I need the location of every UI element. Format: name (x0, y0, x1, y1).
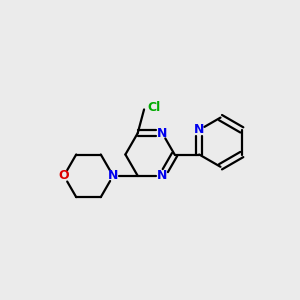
Text: N: N (157, 127, 167, 140)
Text: N: N (157, 169, 167, 182)
Text: Cl: Cl (148, 101, 161, 114)
Text: N: N (108, 169, 118, 182)
Text: N: N (194, 123, 204, 136)
Text: O: O (58, 169, 69, 182)
